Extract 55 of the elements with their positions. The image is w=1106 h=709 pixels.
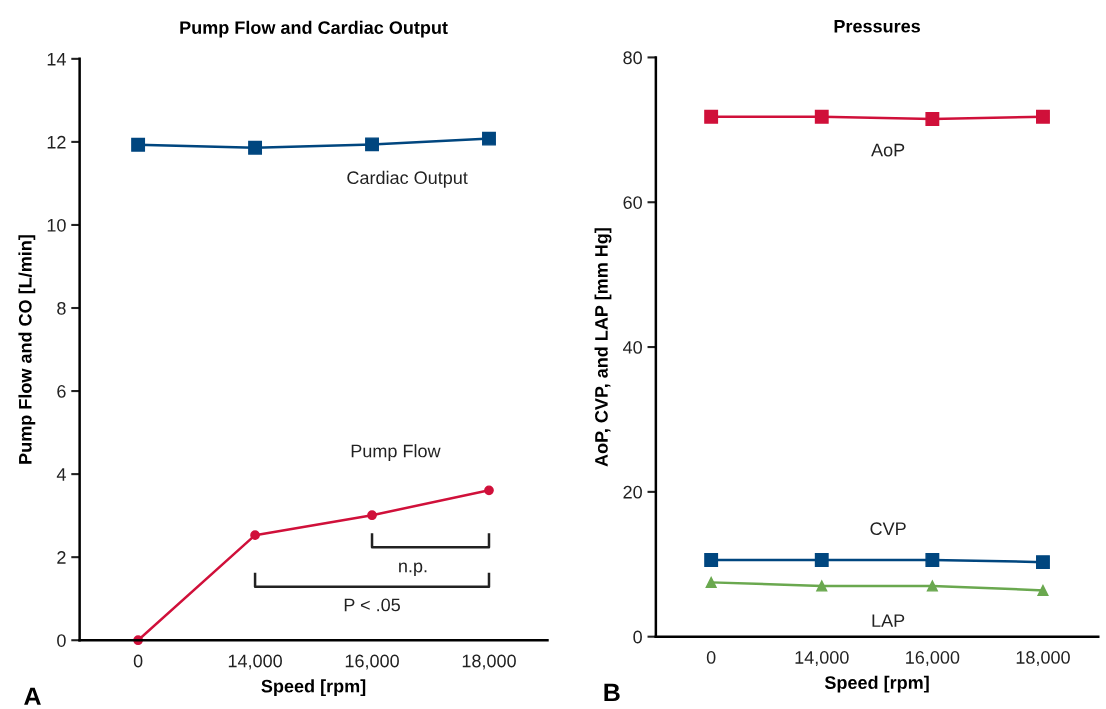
y-tick-label: 12 (47, 135, 66, 149)
x-tick-label: 18,000 (462, 654, 516, 670)
point (1036, 109, 1050, 124)
point (248, 140, 263, 155)
y-tick-label: 40 (623, 340, 642, 354)
point (704, 109, 719, 124)
series-label: AoP (871, 143, 905, 157)
point (1036, 555, 1050, 570)
x-tick-label: 14,000 (795, 651, 849, 666)
y-tick-label: 10 (47, 218, 66, 232)
point (816, 580, 828, 592)
text: Pump Flow (351, 444, 441, 461)
annotation: P < .05 (344, 598, 400, 612)
point (814, 552, 829, 567)
series-label: CVP (870, 522, 906, 536)
chart-title: Pump Flow and Cardiac Output (180, 20, 448, 38)
y-axis-title: AoP, CVP, and LAP [mm Hg] (594, 228, 612, 467)
x-axis-title: Speed [rpm] (261, 679, 366, 697)
x-tick-label: 16,000 (906, 651, 960, 666)
y-tick-label: 8 (57, 301, 66, 315)
y-tick-label: 4 (56, 468, 66, 481)
point (367, 510, 377, 521)
x-tick-label: 0 (133, 654, 143, 668)
point (704, 552, 719, 567)
y-tick-label: 20 (623, 485, 642, 499)
y-tick-label: 60 (623, 196, 642, 209)
x-tick-label: 16,000 (345, 654, 399, 670)
text: A (24, 687, 41, 705)
y-tick-label: 6 (57, 385, 66, 398)
point (1037, 584, 1049, 596)
y-axis-title: Pump Flow and CO [L/min] (18, 235, 36, 464)
point (482, 131, 496, 146)
x-tick-label: 18,000 (1016, 651, 1070, 666)
point (250, 530, 260, 541)
x-tick-label: 0 (706, 651, 716, 664)
point (925, 552, 940, 567)
annotation: n.p. (399, 562, 427, 576)
y-tick-label: 14 (47, 52, 66, 66)
y-tick-label: 80 (623, 51, 642, 65)
series-label: Cardiac Output (347, 170, 468, 188)
y-tick-label: 0 (633, 630, 642, 644)
point (131, 137, 146, 152)
point (484, 485, 494, 496)
point (926, 580, 938, 592)
y-tick-label: 2 (57, 551, 66, 564)
text: B (604, 683, 620, 702)
y-tick-label: 0 (57, 634, 66, 647)
x-axis-title: Speed [rpm] (824, 675, 929, 693)
series-label: LAP (872, 614, 905, 627)
x-tick-label: 14,000 (228, 654, 282, 670)
chart-title: Pressures (834, 20, 920, 33)
point (925, 112, 940, 126)
point (705, 576, 717, 588)
point (814, 109, 829, 124)
point (365, 137, 379, 152)
